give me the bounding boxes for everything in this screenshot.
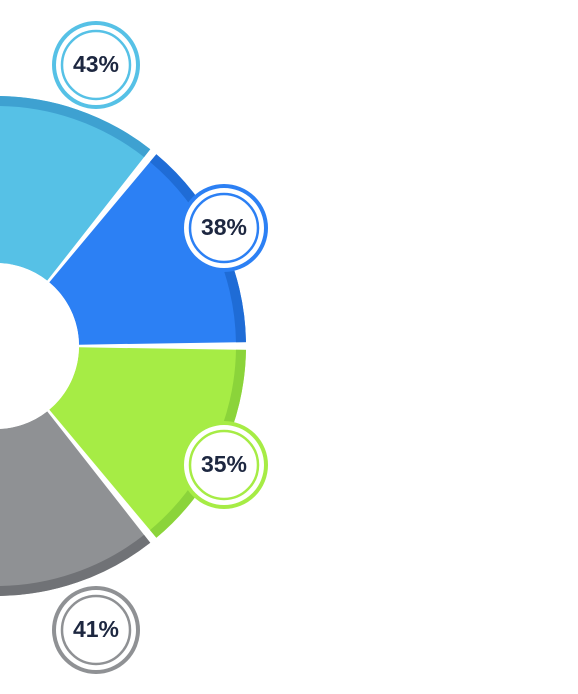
value-label-2: 38% xyxy=(201,214,247,240)
segment-2-outer-rim xyxy=(149,154,246,343)
segment-4 xyxy=(0,411,151,596)
segment-1 xyxy=(0,96,151,281)
value-label-3: 35% xyxy=(201,451,247,477)
value-bubble-inner-ring-4 xyxy=(60,594,132,666)
value-bubble-inner-ring-1 xyxy=(60,29,132,101)
value-label-4: 41% xyxy=(73,616,119,642)
segment-3-outer-rim xyxy=(149,349,246,538)
value-bubble-inner-ring-3 xyxy=(188,429,260,501)
donut-hole xyxy=(0,263,79,429)
value-bubble-inner-ring-2 xyxy=(188,192,260,264)
segment-4-outer-rim xyxy=(0,534,151,596)
segment-1-outer-rim xyxy=(0,96,151,158)
value-label-1: 43% xyxy=(73,51,119,77)
